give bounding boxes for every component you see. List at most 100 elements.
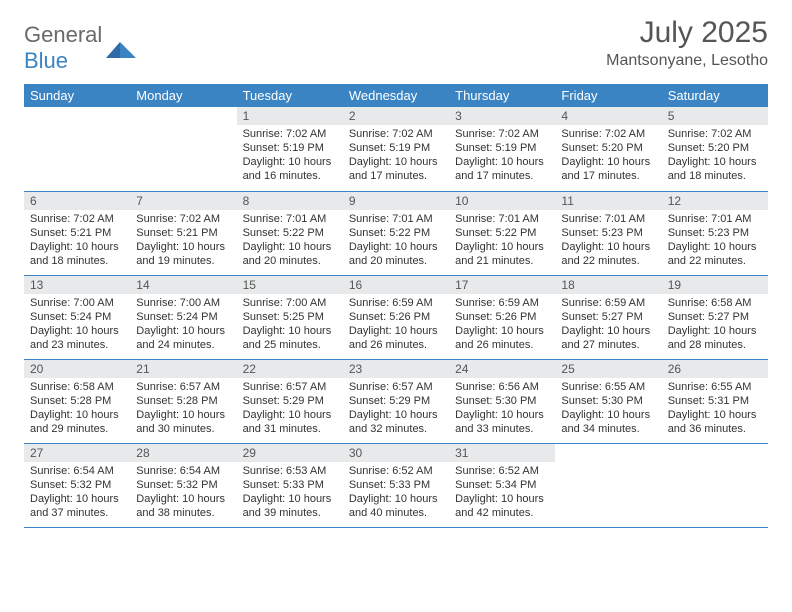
day-number: 26 [662,360,768,378]
calendar-day-cell [555,443,661,527]
day-number: 21 [130,360,236,378]
sunrise-text: Sunrise: 7:01 AM [561,212,655,226]
sunrise-text: Sunrise: 7:02 AM [561,127,655,141]
sunrise-text: Sunrise: 6:57 AM [136,380,230,394]
calendar-day-cell: 27Sunrise: 6:54 AMSunset: 5:32 PMDayligh… [24,443,130,527]
calendar-day-cell [662,443,768,527]
day-number: 19 [662,276,768,294]
day-number: 11 [555,192,661,210]
day-body: Sunrise: 6:59 AMSunset: 5:26 PMDaylight:… [449,294,555,356]
daylight-text: Daylight: 10 hours and 36 minutes. [668,408,762,436]
calendar-week-row: 6Sunrise: 7:02 AMSunset: 5:21 PMDaylight… [24,191,768,275]
sunrise-text: Sunrise: 7:02 AM [455,127,549,141]
daylight-text: Daylight: 10 hours and 42 minutes. [455,492,549,520]
calendar-day-cell: 24Sunrise: 6:56 AMSunset: 5:30 PMDayligh… [449,359,555,443]
day-number: 12 [662,192,768,210]
daylight-text: Daylight: 10 hours and 25 minutes. [243,324,337,352]
day-number: 10 [449,192,555,210]
sunrise-text: Sunrise: 6:53 AM [243,464,337,478]
day-number: 13 [24,276,130,294]
sunset-text: Sunset: 5:28 PM [30,394,124,408]
calendar-day-cell: 4Sunrise: 7:02 AMSunset: 5:20 PMDaylight… [555,107,661,191]
sunset-text: Sunset: 5:27 PM [561,310,655,324]
day-body: Sunrise: 7:01 AMSunset: 5:22 PMDaylight:… [449,210,555,272]
daylight-text: Daylight: 10 hours and 22 minutes. [668,240,762,268]
day-body: Sunrise: 7:02 AMSunset: 5:19 PMDaylight:… [343,125,449,187]
daylight-text: Daylight: 10 hours and 30 minutes. [136,408,230,436]
day-body: Sunrise: 7:01 AMSunset: 5:23 PMDaylight:… [662,210,768,272]
day-body: Sunrise: 7:01 AMSunset: 5:23 PMDaylight:… [555,210,661,272]
calendar-day-cell: 5Sunrise: 7:02 AMSunset: 5:20 PMDaylight… [662,107,768,191]
sunset-text: Sunset: 5:30 PM [455,394,549,408]
weekday-header: Thursday [449,84,555,107]
day-body: Sunrise: 7:01 AMSunset: 5:22 PMDaylight:… [343,210,449,272]
calendar-day-cell: 8Sunrise: 7:01 AMSunset: 5:22 PMDaylight… [237,191,343,275]
day-number: 7 [130,192,236,210]
daylight-text: Daylight: 10 hours and 21 minutes. [455,240,549,268]
daylight-text: Daylight: 10 hours and 17 minutes. [349,155,443,183]
logo: General Blue [24,22,136,74]
sunset-text: Sunset: 5:25 PM [243,310,337,324]
day-body: Sunrise: 7:00 AMSunset: 5:24 PMDaylight:… [24,294,130,356]
calendar-day-cell: 16Sunrise: 6:59 AMSunset: 5:26 PMDayligh… [343,275,449,359]
calendar-day-cell: 17Sunrise: 6:59 AMSunset: 5:26 PMDayligh… [449,275,555,359]
calendar-day-cell: 22Sunrise: 6:57 AMSunset: 5:29 PMDayligh… [237,359,343,443]
sunrise-text: Sunrise: 6:57 AM [243,380,337,394]
weekday-header: Friday [555,84,661,107]
calendar-day-cell: 9Sunrise: 7:01 AMSunset: 5:22 PMDaylight… [343,191,449,275]
sunset-text: Sunset: 5:29 PM [243,394,337,408]
sunrise-text: Sunrise: 7:00 AM [30,296,124,310]
day-body: Sunrise: 7:00 AMSunset: 5:24 PMDaylight:… [130,294,236,356]
day-body: Sunrise: 6:57 AMSunset: 5:29 PMDaylight:… [237,378,343,440]
calendar-day-cell: 13Sunrise: 7:00 AMSunset: 5:24 PMDayligh… [24,275,130,359]
calendar-day-cell [130,107,236,191]
daylight-text: Daylight: 10 hours and 18 minutes. [668,155,762,183]
calendar-day-cell: 14Sunrise: 7:00 AMSunset: 5:24 PMDayligh… [130,275,236,359]
day-body: Sunrise: 6:54 AMSunset: 5:32 PMDaylight:… [130,462,236,524]
sunrise-text: Sunrise: 6:56 AM [455,380,549,394]
location: Mantsonyane, Lesotho [606,52,768,70]
weekday-header: Tuesday [237,84,343,107]
calendar-day-cell: 19Sunrise: 6:58 AMSunset: 5:27 PMDayligh… [662,275,768,359]
calendar-day-cell: 15Sunrise: 7:00 AMSunset: 5:25 PMDayligh… [237,275,343,359]
sunrise-text: Sunrise: 7:02 AM [668,127,762,141]
daylight-text: Daylight: 10 hours and 28 minutes. [668,324,762,352]
day-body: Sunrise: 6:57 AMSunset: 5:29 PMDaylight:… [343,378,449,440]
day-number: 25 [555,360,661,378]
logo-triangle-icon [106,34,136,63]
day-body: Sunrise: 6:55 AMSunset: 5:31 PMDaylight:… [662,378,768,440]
logo-word-blue: Blue [24,48,68,73]
sunset-text: Sunset: 5:20 PM [668,141,762,155]
sunset-text: Sunset: 5:26 PM [349,310,443,324]
calendar-day-cell: 7Sunrise: 7:02 AMSunset: 5:21 PMDaylight… [130,191,236,275]
daylight-text: Daylight: 10 hours and 17 minutes. [455,155,549,183]
daylight-text: Daylight: 10 hours and 20 minutes. [243,240,337,268]
sunrise-text: Sunrise: 6:57 AM [349,380,443,394]
day-body: Sunrise: 7:02 AMSunset: 5:20 PMDaylight:… [662,125,768,187]
day-number: 3 [449,107,555,125]
day-body: Sunrise: 6:52 AMSunset: 5:34 PMDaylight:… [449,462,555,524]
sunset-text: Sunset: 5:29 PM [349,394,443,408]
sunrise-text: Sunrise: 6:58 AM [668,296,762,310]
day-number: 23 [343,360,449,378]
sunset-text: Sunset: 5:20 PM [561,141,655,155]
day-number: 4 [555,107,661,125]
sunrise-text: Sunrise: 6:58 AM [30,380,124,394]
day-number: 8 [237,192,343,210]
day-body: Sunrise: 6:54 AMSunset: 5:32 PMDaylight:… [24,462,130,524]
weekday-header: Saturday [662,84,768,107]
calendar-day-cell: 11Sunrise: 7:01 AMSunset: 5:23 PMDayligh… [555,191,661,275]
day-body: Sunrise: 6:59 AMSunset: 5:27 PMDaylight:… [555,294,661,356]
daylight-text: Daylight: 10 hours and 23 minutes. [30,324,124,352]
sunrise-text: Sunrise: 7:02 AM [243,127,337,141]
sunset-text: Sunset: 5:23 PM [561,226,655,240]
calendar-day-cell: 2Sunrise: 7:02 AMSunset: 5:19 PMDaylight… [343,107,449,191]
daylight-text: Daylight: 10 hours and 27 minutes. [561,324,655,352]
page: General Blue July 2025 Mantsonyane, Leso… [0,0,792,544]
logo-word-general: General [24,22,102,47]
sunrise-text: Sunrise: 6:52 AM [349,464,443,478]
day-body: Sunrise: 7:02 AMSunset: 5:21 PMDaylight:… [130,210,236,272]
day-body: Sunrise: 6:58 AMSunset: 5:28 PMDaylight:… [24,378,130,440]
daylight-text: Daylight: 10 hours and 40 minutes. [349,492,443,520]
calendar-day-cell: 29Sunrise: 6:53 AMSunset: 5:33 PMDayligh… [237,443,343,527]
